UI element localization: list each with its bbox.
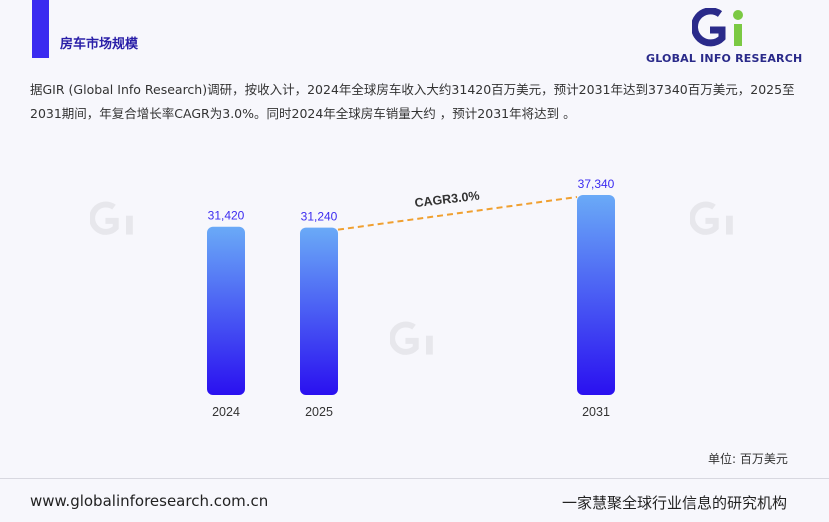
market-size-chart: 31,420 2024 31,240 2025 37,340 2031 CAGR3.0%: [207, 177, 615, 419]
gi-logo-icon: [692, 8, 743, 47]
bar-2024: [207, 226, 245, 395]
accent-bar: [32, 0, 49, 58]
unit-label: 单位: 百万美元: [708, 452, 788, 466]
company-logo: GLOBAL INFO RESEARCH: [640, 8, 810, 68]
footer-divider: [0, 478, 829, 479]
logo-text: GLOBAL INFO RESEARCH: [646, 52, 803, 65]
bar-2025: [300, 227, 338, 395]
value-label-2031: 37,340: [578, 177, 615, 191]
cagr-annotation: CAGR3.0%: [414, 189, 480, 211]
bar-2031: [577, 195, 615, 395]
value-label-2024: 31,420: [208, 209, 245, 223]
category-label-2024: 2024: [212, 405, 240, 419]
category-label-2031: 2031: [582, 405, 610, 419]
footer-url[interactable]: www.globalinforesearch.com.cn: [30, 492, 269, 510]
category-label-2025: 2025: [305, 405, 333, 419]
section-title: 房车市场规模: [60, 37, 139, 52]
intro-paragraph: 据GIR (Global Info Research)调研，按收入计，2024年…: [30, 82, 795, 121]
footer-slogan: 一家慧聚全球行业信息的研究机构: [562, 494, 788, 512]
cagr-line: [337, 196, 578, 231]
value-label-2025: 31,240: [301, 210, 338, 224]
